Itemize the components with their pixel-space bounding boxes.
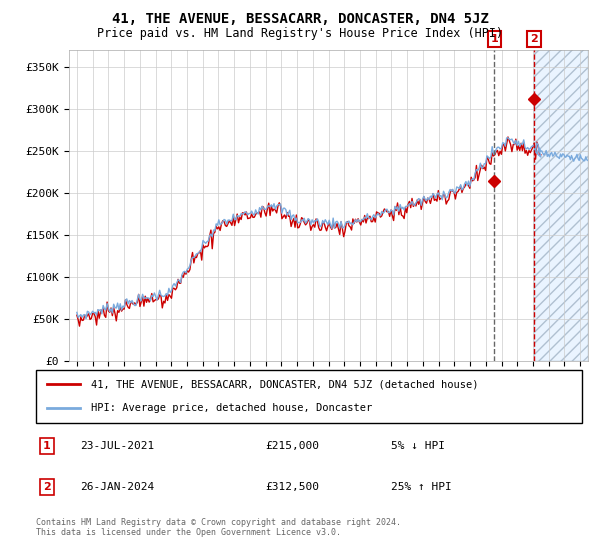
Text: 5% ↓ HPI: 5% ↓ HPI xyxy=(391,441,445,451)
Text: 2: 2 xyxy=(43,482,51,492)
Text: Contains HM Land Registry data © Crown copyright and database right 2024.
This d: Contains HM Land Registry data © Crown c… xyxy=(36,518,401,538)
Text: Price paid vs. HM Land Registry's House Price Index (HPI): Price paid vs. HM Land Registry's House … xyxy=(97,27,503,40)
Text: £312,500: £312,500 xyxy=(265,482,319,492)
Bar xyxy=(534,50,588,361)
Text: 41, THE AVENUE, BESSACARR, DONCASTER, DN4 5JZ: 41, THE AVENUE, BESSACARR, DONCASTER, DN… xyxy=(112,12,488,26)
FancyBboxPatch shape xyxy=(36,370,582,423)
Text: £215,000: £215,000 xyxy=(265,441,319,451)
Text: 23-JUL-2021: 23-JUL-2021 xyxy=(80,441,154,451)
Text: 41, THE AVENUE, BESSACARR, DONCASTER, DN4 5JZ (detached house): 41, THE AVENUE, BESSACARR, DONCASTER, DN… xyxy=(91,380,478,390)
Text: 25% ↑ HPI: 25% ↑ HPI xyxy=(391,482,452,492)
Text: 1: 1 xyxy=(43,441,51,451)
Text: 26-JAN-2024: 26-JAN-2024 xyxy=(80,482,154,492)
Bar xyxy=(534,50,588,361)
Text: 1: 1 xyxy=(491,34,498,44)
Text: 2: 2 xyxy=(530,34,538,44)
Text: HPI: Average price, detached house, Doncaster: HPI: Average price, detached house, Donc… xyxy=(91,403,372,413)
